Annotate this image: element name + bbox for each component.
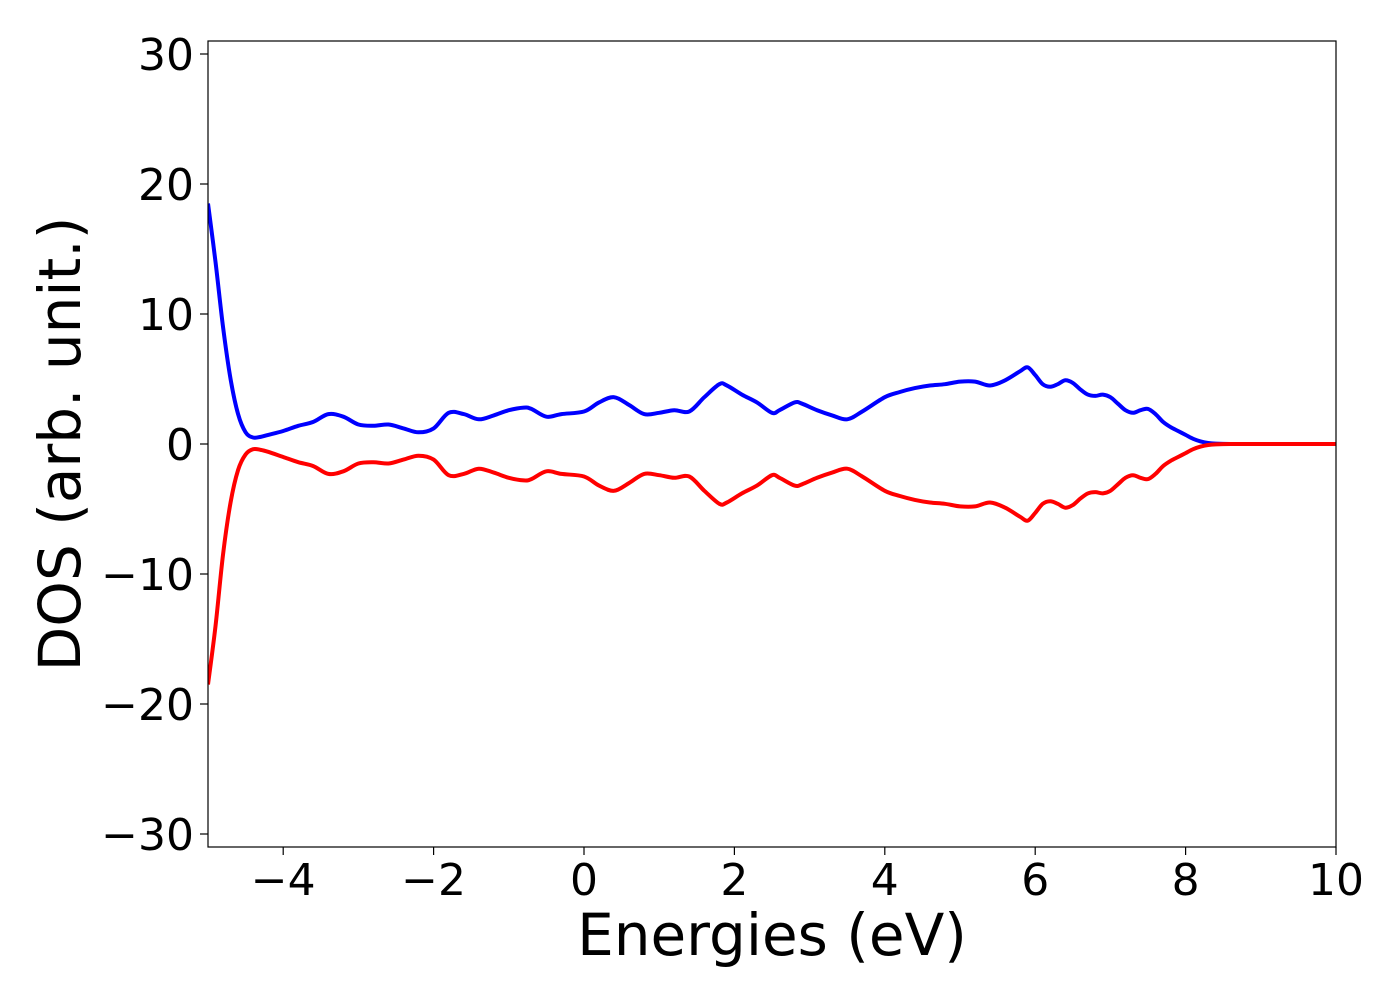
y-tick-label: −20 xyxy=(101,680,194,731)
series-line-blue xyxy=(208,203,1336,447)
y-tick-label: 10 xyxy=(138,290,194,341)
x-tick-label: 2 xyxy=(720,855,748,906)
x-tick-label: 0 xyxy=(570,855,598,906)
x-axis-label: Energies (eV) xyxy=(577,901,967,969)
y-tick-label: 20 xyxy=(138,160,194,211)
x-tick-label: −2 xyxy=(401,855,466,906)
x-tick-label: 10 xyxy=(1308,855,1364,906)
y-tick-label: −30 xyxy=(101,810,194,861)
plot-frame xyxy=(207,40,1337,848)
x-tick-label: −4 xyxy=(251,855,316,906)
x-tick-label: 4 xyxy=(871,855,899,906)
y-tick-label: 0 xyxy=(166,420,194,471)
y-tick-label: −10 xyxy=(101,550,194,601)
x-tick-label: 6 xyxy=(1021,855,1049,906)
plot-area xyxy=(208,203,1336,685)
series-line-red xyxy=(208,441,1336,685)
x-tick-label: 8 xyxy=(1172,855,1200,906)
y-tick-label: 30 xyxy=(138,30,194,81)
y-axis-label: DOS (arb. unit.) xyxy=(26,217,94,672)
